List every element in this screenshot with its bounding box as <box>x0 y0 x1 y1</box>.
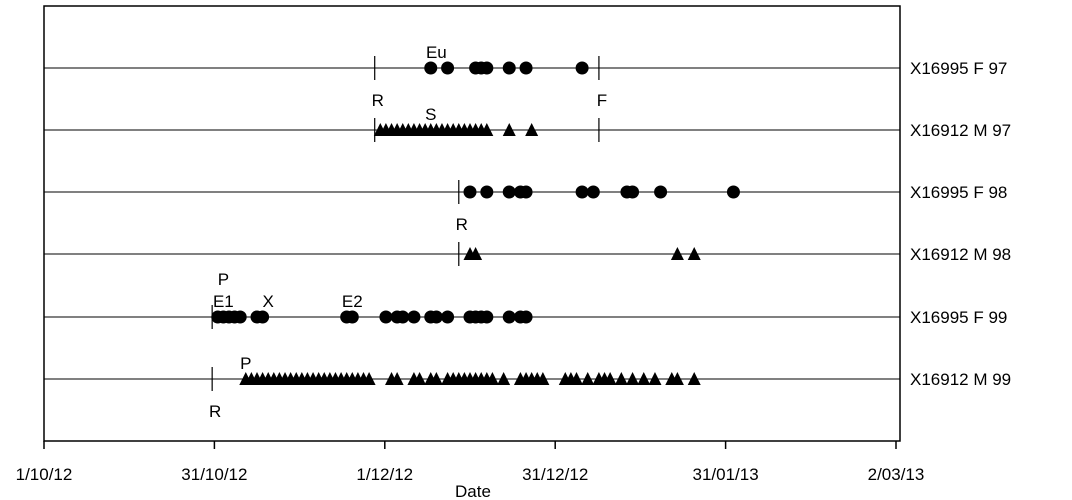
row-0: X16995 F 97 R F Eu <box>44 43 1007 110</box>
data-point-circle <box>396 310 410 324</box>
row-1: X16912 M 97 S <box>44 105 1011 142</box>
x-tick-label: 2/03/13 <box>868 465 925 484</box>
data-point-triangle <box>626 372 640 385</box>
x-tick-label: 1/12/12 <box>356 465 413 484</box>
data-point-circle <box>502 310 516 324</box>
data-point-circle <box>519 310 533 324</box>
data-point-circle <box>424 61 438 75</box>
data-point-triangle <box>570 372 583 385</box>
data-point-circle <box>463 185 477 199</box>
data-point-circle <box>726 185 740 199</box>
data-point-triangle <box>637 372 651 385</box>
row-3: X16912 M 98 <box>44 242 1011 266</box>
series-label: X16995 F 99 <box>910 308 1007 327</box>
data-point-triangle <box>614 372 628 385</box>
data-point-circle <box>575 61 589 75</box>
data-point-triangle <box>469 247 483 260</box>
data-point-triangle <box>390 372 404 385</box>
data-point-circle <box>345 310 359 324</box>
row-5: X16912 M 99 R P <box>44 354 1011 421</box>
data-point-triangle <box>497 372 511 385</box>
data-point-circle <box>480 310 494 324</box>
row-4: X16995 F 99 P E1 X E2 <box>44 270 1007 329</box>
x-tick-label: 1/10/12 <box>16 465 73 484</box>
data-point-circle <box>502 185 516 199</box>
annotation-label: E2 <box>342 292 363 311</box>
series-label: X16995 F 97 <box>910 59 1007 78</box>
data-point-circle <box>379 310 393 324</box>
data-point-circle <box>441 310 455 324</box>
data-point-triangle <box>648 372 662 385</box>
data-point-triangle <box>480 123 494 136</box>
annotation-label: X <box>263 292 274 311</box>
event-marker-label: R <box>456 215 468 234</box>
event-marker-label: R <box>372 91 384 110</box>
data-point-triangle <box>502 123 516 136</box>
data-point-triangle <box>603 372 617 385</box>
x-tick-label: 31/10/12 <box>181 465 247 484</box>
row-2: X16995 F 98 R <box>44 180 1007 234</box>
data-point-triangle <box>485 372 499 385</box>
data-point-circle <box>480 185 494 199</box>
data-point-circle <box>519 61 533 75</box>
series-label: X16995 F 98 <box>910 183 1007 202</box>
data-point-triangle <box>687 247 701 260</box>
data-point-triangle <box>413 372 427 385</box>
data-point-triangle <box>687 372 701 385</box>
data-point-circle <box>256 310 270 324</box>
data-point-triangle <box>670 247 684 260</box>
data-point-triangle <box>429 372 443 385</box>
x-axis-label: Date <box>455 482 491 500</box>
series-label: X16912 M 97 <box>910 121 1011 140</box>
data-point-circle <box>441 61 455 75</box>
data-point-triangle <box>536 372 550 385</box>
data-point-circle <box>502 61 516 75</box>
plot-frame <box>43 5 901 442</box>
data-point-circle <box>586 185 600 199</box>
data-point-circle <box>407 310 421 324</box>
data-point-circle <box>233 310 247 324</box>
series-label: X16912 M 98 <box>910 245 1011 264</box>
data-point-triangle <box>670 372 684 385</box>
data-point-circle <box>575 185 589 199</box>
event-marker-label: R <box>209 402 221 421</box>
data-point-circle <box>626 185 640 199</box>
data-point-triangle <box>362 372 376 385</box>
data-point-circle <box>654 185 668 199</box>
data-point-triangle <box>581 372 595 385</box>
annotation-label: P <box>240 354 251 373</box>
x-tick-label: 31/01/13 <box>693 465 759 484</box>
annotation-label: Eu <box>426 43 447 62</box>
annotation-label: S <box>425 105 436 124</box>
event-marker-label: F <box>597 91 607 110</box>
data-point-circle <box>480 61 494 75</box>
x-tick-label: 31/12/12 <box>522 465 588 484</box>
data-point-triangle <box>525 123 539 136</box>
annotation-label: E1 <box>213 292 234 311</box>
series-label: X16912 M 99 <box>910 370 1011 389</box>
data-point-circle <box>519 185 533 199</box>
annotation-label: P <box>218 270 229 289</box>
data-point-circle <box>429 310 443 324</box>
